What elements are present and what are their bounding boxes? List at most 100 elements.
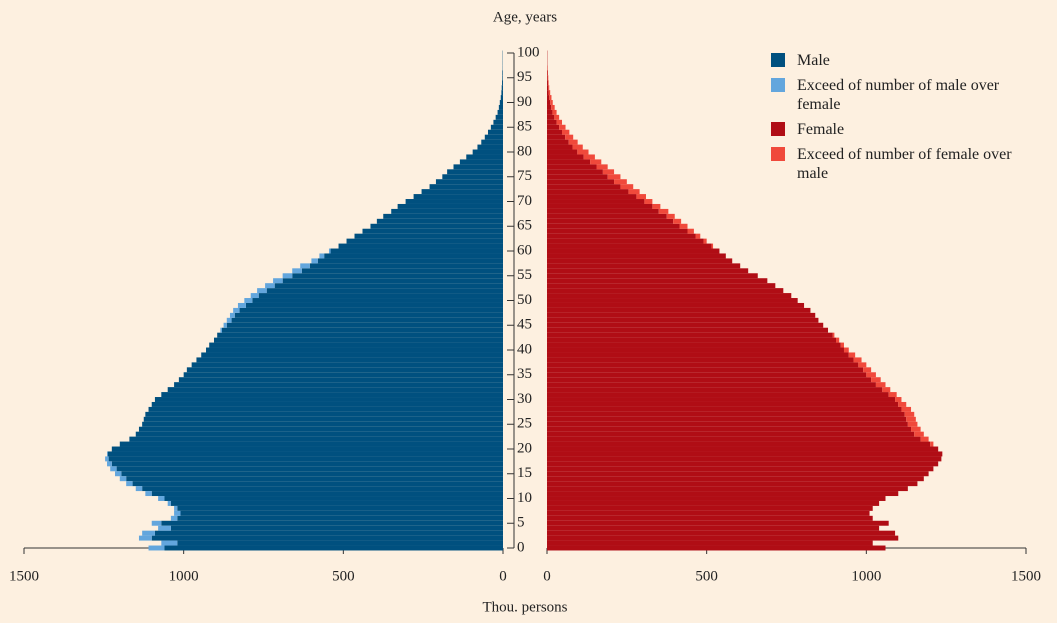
bar <box>547 426 912 432</box>
excess-bar <box>565 134 574 140</box>
bar <box>547 278 768 284</box>
bar <box>477 144 503 150</box>
excess-bar <box>572 144 583 150</box>
excess-bar <box>848 352 856 358</box>
bar <box>547 496 886 501</box>
excess-bar <box>832 332 835 338</box>
bar <box>177 515 503 521</box>
y-tick-label: 85 <box>517 119 532 135</box>
bar <box>547 218 674 224</box>
bar <box>547 481 918 487</box>
excess-bar <box>673 218 682 224</box>
bar <box>547 525 880 531</box>
bar <box>487 129 503 135</box>
bar <box>547 392 889 398</box>
bar <box>429 184 503 190</box>
x-tick-label: 1500 <box>9 568 39 584</box>
excess-bar <box>552 109 557 115</box>
y-tick-label: 95 <box>517 69 532 85</box>
bar <box>111 461 504 467</box>
bar <box>177 540 503 546</box>
y-tick-label: 70 <box>517 193 532 209</box>
bar <box>170 525 504 531</box>
bar <box>547 327 829 333</box>
bar <box>196 357 503 363</box>
excess-bar <box>107 461 112 467</box>
excess-bar <box>119 476 127 482</box>
bar <box>547 124 560 130</box>
bar <box>142 421 504 427</box>
bar <box>126 476 503 482</box>
bar <box>547 500 880 506</box>
excess-bar <box>930 441 934 447</box>
excess-bar <box>590 159 602 165</box>
bar <box>547 90 549 96</box>
bar <box>547 164 597 170</box>
bar <box>547 421 908 427</box>
legend-label: Exceed of number of male over female <box>797 77 1000 113</box>
bar <box>547 456 942 462</box>
bar <box>282 278 503 284</box>
bar <box>547 401 899 407</box>
bar <box>405 199 503 204</box>
excess-bar <box>105 456 109 462</box>
bar <box>547 119 557 125</box>
excess-bar <box>562 129 570 135</box>
bar <box>447 169 503 175</box>
y-tick-label: 45 <box>517 317 532 333</box>
bar <box>547 233 696 239</box>
x-tick-label: 500 <box>332 568 355 584</box>
excess-bar <box>568 139 578 145</box>
bar <box>499 100 503 105</box>
excess-bar <box>107 451 108 457</box>
bar <box>324 253 503 259</box>
bar <box>151 535 503 541</box>
bar <box>121 471 503 477</box>
bar <box>547 535 899 541</box>
bar <box>170 500 504 506</box>
bar <box>129 436 503 442</box>
bar <box>142 486 504 492</box>
bar <box>547 104 552 110</box>
bar <box>547 352 849 358</box>
excess-bar <box>898 401 907 407</box>
bar <box>214 337 503 343</box>
bar <box>547 268 749 274</box>
excess-bar <box>548 90 551 96</box>
bar <box>397 203 503 209</box>
excess-bar <box>300 263 310 269</box>
bar <box>266 288 503 294</box>
bar <box>435 179 503 185</box>
bar <box>472 149 503 155</box>
excess-bar <box>547 75 549 81</box>
excess-bar <box>583 154 595 160</box>
bar <box>274 283 503 289</box>
bar <box>547 387 883 393</box>
y-tick-label: 90 <box>517 94 532 110</box>
bar <box>547 530 896 536</box>
bar <box>547 307 811 313</box>
bar <box>206 347 503 353</box>
bar <box>111 446 504 452</box>
bar <box>167 387 503 393</box>
bar <box>547 154 584 160</box>
bar <box>502 75 503 81</box>
bar <box>547 471 929 477</box>
bar <box>217 332 504 338</box>
legend-swatch <box>771 78 785 92</box>
excess-bar <box>871 377 881 383</box>
bar <box>132 481 503 487</box>
bar <box>547 75 548 81</box>
y-tick-label: 15 <box>517 465 532 481</box>
legend-swatch <box>771 147 785 161</box>
excess-bar <box>265 283 275 289</box>
bar <box>547 243 712 249</box>
excess-bar <box>158 496 165 501</box>
bar <box>547 100 551 105</box>
excess-bar <box>863 367 872 373</box>
excess-bar <box>550 100 553 105</box>
bar <box>547 223 680 229</box>
y-tick-label: 35 <box>517 366 532 382</box>
bar <box>547 312 816 318</box>
